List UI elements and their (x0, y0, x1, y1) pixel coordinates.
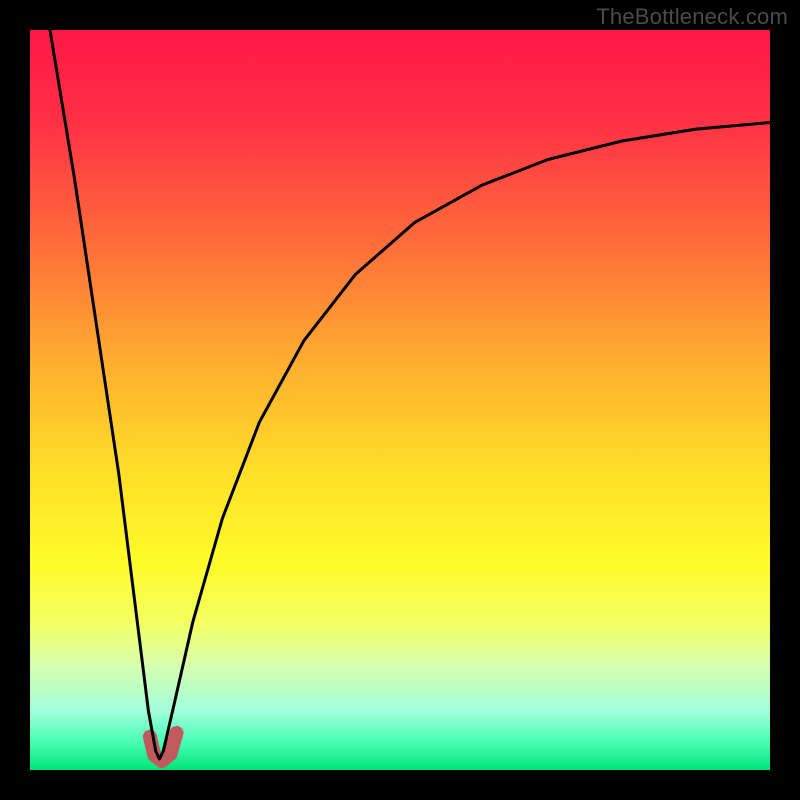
bottleneck-chart (0, 0, 800, 800)
watermark-text: TheBottleneck.com (596, 4, 788, 30)
chart-stage: TheBottleneck.com (0, 0, 800, 800)
